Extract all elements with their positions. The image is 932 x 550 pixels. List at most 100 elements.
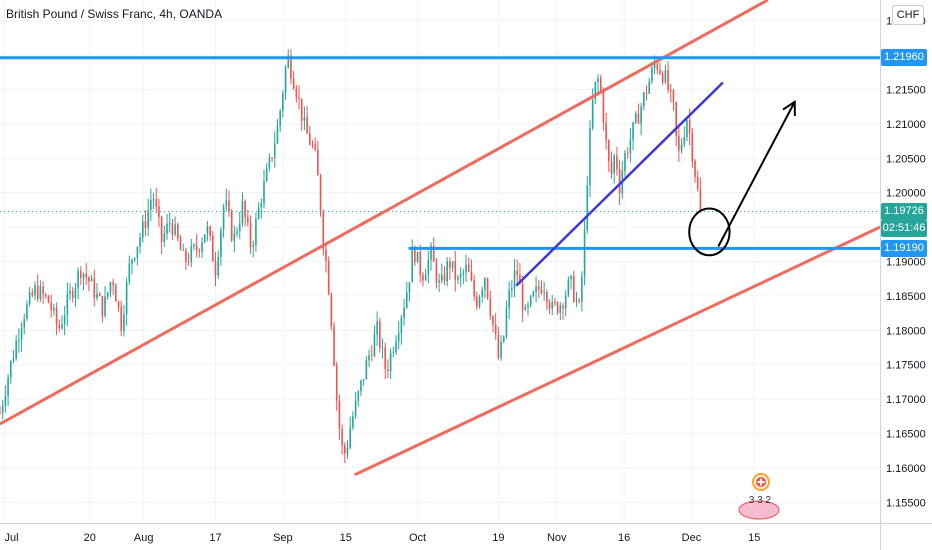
y-tick-label: 1.16500 bbox=[886, 429, 926, 441]
x-tick-label: 15 bbox=[340, 532, 352, 544]
candle-body bbox=[624, 153, 626, 172]
candle-body bbox=[581, 276, 583, 302]
candle-body bbox=[195, 245, 198, 251]
candle-body bbox=[193, 245, 195, 247]
candle-body bbox=[341, 428, 343, 446]
candle-body bbox=[680, 144, 683, 151]
candle-body bbox=[344, 445, 346, 454]
candle-body bbox=[220, 230, 222, 257]
candle-body bbox=[44, 294, 47, 297]
candle-body bbox=[292, 78, 295, 89]
candle-body bbox=[481, 289, 484, 297]
candle-body bbox=[63, 315, 66, 325]
candle-body bbox=[634, 113, 637, 123]
currency-button[interactable]: CHF bbox=[892, 5, 924, 25]
candle-body bbox=[295, 88, 298, 98]
candle-body bbox=[1, 405, 4, 414]
candle-body bbox=[327, 260, 330, 295]
candle-body bbox=[683, 137, 686, 145]
candle-body bbox=[201, 242, 203, 252]
candle-body bbox=[454, 261, 457, 280]
candle-body bbox=[640, 106, 642, 124]
candle-body bbox=[125, 281, 128, 315]
candle-body bbox=[694, 160, 696, 177]
candle-body bbox=[346, 447, 349, 454]
candle-body bbox=[516, 270, 519, 276]
y-tick-label: 1.17500 bbox=[886, 360, 926, 372]
candle-body bbox=[664, 70, 667, 83]
candle-body bbox=[333, 326, 335, 366]
candle-body bbox=[268, 157, 271, 169]
candle-body bbox=[249, 222, 252, 247]
candle-body bbox=[505, 308, 508, 337]
candle-body bbox=[133, 258, 136, 260]
candle-body bbox=[462, 272, 465, 275]
candle-body bbox=[187, 261, 190, 263]
candle-body bbox=[77, 270, 79, 288]
candle-body bbox=[551, 301, 554, 309]
candle-body bbox=[308, 133, 311, 145]
ideas-badge-count: 3 3 2 bbox=[748, 495, 772, 506]
candle-body bbox=[537, 286, 540, 290]
candle-body bbox=[209, 226, 211, 236]
candle-body bbox=[554, 301, 556, 303]
candle-body bbox=[71, 291, 74, 299]
candle-body bbox=[42, 286, 44, 295]
candle-body bbox=[422, 275, 424, 281]
candle-body bbox=[217, 256, 220, 276]
candle-body bbox=[535, 286, 537, 293]
candle-body bbox=[158, 206, 160, 217]
candle-body bbox=[112, 282, 114, 286]
candle-body bbox=[26, 304, 28, 319]
y-axis[interactable]: 1.225001.220001.215001.210001.205001.200… bbox=[880, 0, 932, 550]
candle-body bbox=[562, 305, 564, 309]
candle-body bbox=[271, 157, 273, 159]
candle-body bbox=[230, 211, 233, 241]
candle-body bbox=[519, 275, 521, 284]
candle-body bbox=[473, 280, 475, 297]
candle-body bbox=[403, 307, 405, 318]
candle-body bbox=[651, 67, 653, 82]
candle-body bbox=[597, 78, 599, 82]
candle-body bbox=[74, 287, 77, 299]
candle-body bbox=[222, 206, 225, 231]
candle-body bbox=[93, 278, 96, 298]
candle-body bbox=[287, 55, 290, 68]
candle-body bbox=[144, 221, 147, 228]
resistance-price-tag: 1.21960 bbox=[881, 49, 927, 67]
candle-body bbox=[672, 90, 675, 103]
candle-body bbox=[171, 223, 174, 235]
candle-body bbox=[20, 327, 23, 340]
candle-body bbox=[300, 98, 303, 121]
candle-body bbox=[416, 251, 419, 263]
x-axis[interactable]: Jul 20 Aug 17 Sep 15 Oct 19 Nov 16 Dec 15 bbox=[0, 523, 932, 545]
candle-body bbox=[179, 238, 182, 250]
candle-body bbox=[492, 316, 494, 325]
candle-body bbox=[12, 358, 15, 362]
candle-body bbox=[446, 261, 448, 282]
candle-body bbox=[529, 296, 532, 305]
candle-body bbox=[583, 230, 586, 277]
candle-body bbox=[168, 223, 171, 225]
candle-body bbox=[678, 135, 680, 151]
candle-body bbox=[352, 416, 354, 428]
candle-body bbox=[370, 355, 373, 357]
candle-body bbox=[645, 92, 648, 94]
candle-body bbox=[163, 233, 166, 243]
candle-body bbox=[225, 200, 228, 207]
candle-body bbox=[637, 113, 640, 124]
candle-body bbox=[432, 245, 435, 262]
candle-body bbox=[88, 277, 90, 282]
candle-body bbox=[424, 274, 427, 281]
candle-body bbox=[150, 200, 152, 210]
drawings[interactable] bbox=[0, 0, 881, 477]
candle-body bbox=[4, 396, 7, 406]
candle-body bbox=[123, 314, 125, 331]
candle-body bbox=[228, 200, 230, 212]
candle-body bbox=[570, 275, 572, 280]
candle-body bbox=[255, 218, 257, 246]
candle-body bbox=[82, 273, 85, 278]
ideas-badge[interactable]: 3 3 2 bbox=[736, 472, 782, 524]
